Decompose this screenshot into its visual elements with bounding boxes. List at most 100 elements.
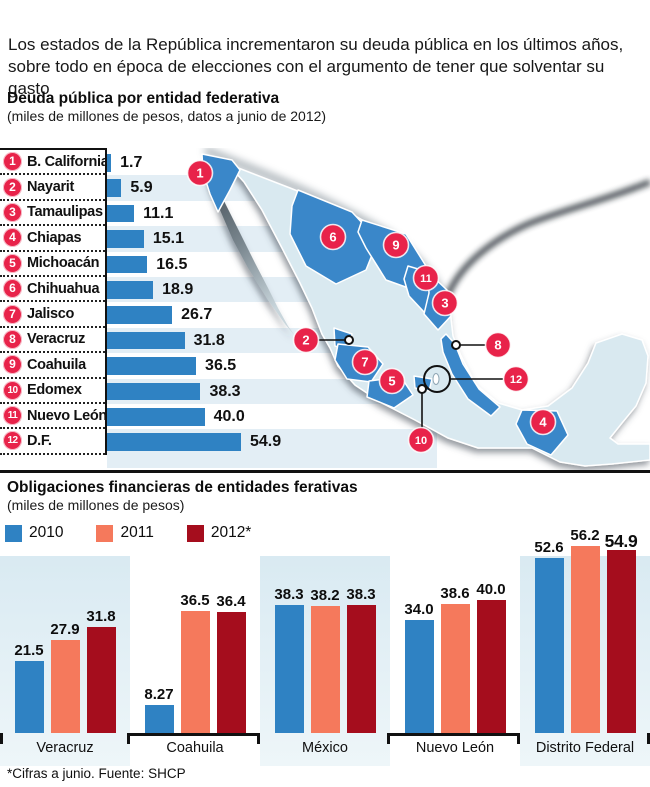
- debt-value: 36.5: [205, 357, 237, 375]
- legend-swatch: [5, 524, 22, 542]
- state-name: Chiapas: [27, 229, 82, 246]
- bar-2011: [570, 545, 600, 733]
- bar-value: 38.2: [310, 586, 340, 604]
- map-marker-11: [412, 264, 440, 292]
- leader-dots: [344, 335, 461, 394]
- map-marker-label: 12: [510, 374, 522, 386]
- debt-value: 1.7: [120, 154, 143, 171]
- bar-2011: [50, 640, 80, 733]
- grouped-bar-chart: 21.5 27.9 31.8 Veracruz 8.27 36.5 36.4 Coahuila…: [0, 527, 650, 768]
- bar-value: 38.6: [440, 585, 470, 603]
- rank-badge: 1: [3, 152, 22, 172]
- axis-tick: [517, 733, 520, 744]
- legend-label: 2011: [120, 524, 154, 541]
- map-marker-2: [292, 326, 320, 354]
- us-gulf-backdrop: [196, 148, 650, 410]
- list-item: 2 Nayarit: [0, 175, 105, 201]
- bar-2011: [440, 604, 470, 733]
- debt-value: 40.0: [213, 408, 245, 425]
- top-chart-and-map: 1 B. California 2 Nayarit 3 Tamaulipas 4 Chiapa…: [0, 148, 650, 470]
- rank-badge: 3: [3, 202, 22, 222]
- chart-legend: 2010 2011 2012*: [5, 524, 284, 542]
- map-marker-label: 5: [388, 374, 395, 389]
- state-name: Jalisco: [27, 306, 75, 323]
- bar-value: 8.27: [144, 686, 174, 704]
- leader-lines: [318, 339, 503, 428]
- state-name: Nayarit: [27, 179, 75, 196]
- debt-bar: [107, 179, 122, 197]
- legend-label: 2010: [29, 524, 64, 541]
- debt-value: 18.9: [162, 281, 194, 298]
- map-marker-6: [319, 223, 347, 251]
- bar-value: 21.5: [14, 642, 44, 660]
- gulf-coast-shadow: [443, 179, 650, 302]
- rank-badge: 10: [3, 380, 22, 400]
- category-label: México: [302, 740, 348, 756]
- map-marker-label: 6: [329, 230, 336, 245]
- bar-2010: [534, 557, 564, 733]
- map-marker-label: 9: [392, 238, 399, 253]
- section-divider: [0, 470, 650, 473]
- state-veracruz: [440, 333, 501, 417]
- state-name: Edomex: [27, 382, 82, 399]
- bar-value: 40.0: [476, 580, 506, 598]
- state-name: Tamaulipas: [27, 204, 103, 221]
- list-item: 6 Chihuahua: [0, 277, 105, 303]
- legend-swatch: [186, 524, 204, 542]
- map-marker-3: [431, 289, 459, 317]
- state-name: Nuevo León: [27, 407, 105, 424]
- map-marker-12: [502, 365, 530, 393]
- map-marker-label: 7: [361, 355, 368, 370]
- rank-badge: 6: [3, 279, 22, 299]
- source-note: *Cifras a junio. Fuente: SHCP: [7, 766, 186, 781]
- map-marker-10: [407, 426, 435, 454]
- bar-2011: [310, 605, 340, 733]
- list-item: 12 D.F.: [0, 429, 105, 455]
- state-list: 1 B. California 2 Nayarit 3 Tamaulipas 4 Chiapa…: [0, 148, 107, 455]
- debt-bar: [107, 408, 205, 426]
- map-marker-5: [378, 367, 406, 395]
- bar-value: 36.5: [180, 592, 210, 610]
- map-marker-4: [529, 408, 557, 436]
- rank-badge: 11: [3, 406, 22, 426]
- debt-bar: [107, 357, 197, 375]
- list-item: 4 Chiapas: [0, 226, 105, 252]
- state-name: Veracruz: [27, 331, 86, 348]
- debt-bar: [107, 255, 148, 274]
- list-item: 9 Coahuila: [0, 353, 105, 379]
- debt-value: 38.3: [209, 382, 241, 400]
- map-marker-label: 10: [415, 435, 427, 447]
- df-state-shape: [432, 373, 440, 385]
- rank-badge: 8: [3, 329, 22, 349]
- row-stripe: [107, 454, 437, 468]
- map-marker-label: 11: [420, 273, 432, 285]
- debt-bar: [107, 204, 135, 223]
- legend-swatch: [96, 524, 114, 542]
- debt-bar: [107, 433, 241, 451]
- bar-2011: [180, 611, 210, 733]
- legend-label: 2012*: [210, 524, 252, 541]
- header-line-2: sobre todo en época de elecciones con el…: [8, 57, 605, 98]
- state-name: Coahuila: [27, 356, 86, 373]
- bar-value: 38.3: [346, 586, 376, 604]
- debt-bar: [107, 306, 173, 324]
- list-item: 7 Jalisco: [0, 302, 105, 328]
- map-marker-label: 8: [494, 338, 501, 353]
- bar-value: 38.3: [274, 586, 304, 604]
- debt-value: 54.9: [249, 433, 282, 451]
- state-name: D.F.: [27, 432, 52, 449]
- debt-bar: [107, 154, 112, 172]
- bar-value: 52.6: [534, 538, 564, 556]
- debt-value: 31.8: [193, 331, 225, 349]
- list-item: 10 Edomex: [0, 379, 105, 404]
- top-chart-subtitle: (miles de millones de pesos, datos a jun…: [7, 108, 327, 124]
- rank-badge: 2: [3, 177, 22, 197]
- bar-2012*: [606, 550, 636, 733]
- header-line-1: Los estados de la República incrementaro…: [8, 35, 624, 54]
- bar-value: 34.0: [404, 600, 434, 618]
- rank-badge: 9: [3, 355, 22, 375]
- debt-bar: [107, 331, 185, 350]
